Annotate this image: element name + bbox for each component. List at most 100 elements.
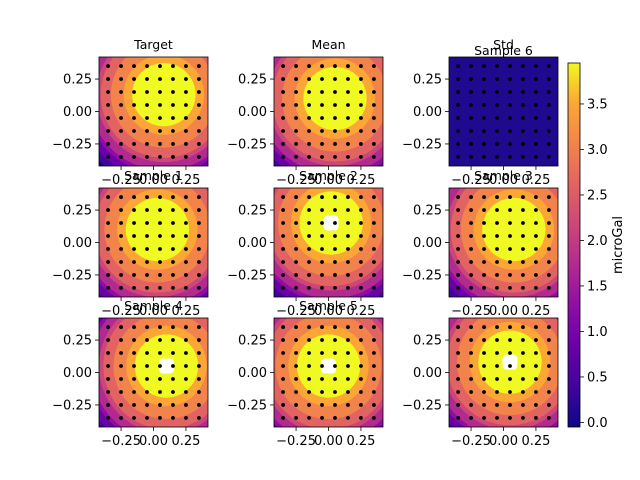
x-tick-label: 0.25 xyxy=(171,304,200,319)
y-tick-label: 0.00 xyxy=(63,366,92,381)
station-point xyxy=(158,103,162,107)
station-point xyxy=(132,286,136,290)
station-point xyxy=(294,221,298,225)
station-point xyxy=(320,221,324,225)
station-point xyxy=(171,325,175,329)
station-point xyxy=(495,377,499,381)
station-point xyxy=(158,416,162,420)
station-point xyxy=(171,416,175,420)
station-point xyxy=(119,195,123,199)
station-point xyxy=(359,364,363,368)
station-point xyxy=(184,64,188,68)
heatmap-std xyxy=(449,57,558,166)
station-point xyxy=(456,129,460,133)
station-point xyxy=(184,403,188,407)
station-point xyxy=(119,64,123,68)
station-point xyxy=(307,142,311,146)
station-point xyxy=(469,103,473,107)
station-point xyxy=(372,129,376,133)
station-point xyxy=(307,377,311,381)
station-point xyxy=(132,77,136,81)
heatmap-sample-2 xyxy=(274,188,383,297)
station-point xyxy=(534,129,538,133)
station-point xyxy=(521,142,525,146)
station-point xyxy=(359,155,363,159)
station-point xyxy=(106,103,110,107)
station-point xyxy=(132,403,136,407)
stations-sample-3 xyxy=(456,195,551,290)
station-point xyxy=(281,416,285,420)
station-point xyxy=(197,221,201,225)
y-tick-label: −0.25 xyxy=(227,268,267,283)
y-tick-label: 0.00 xyxy=(413,236,442,251)
colorbar-tick-label: 2.5 xyxy=(587,188,608,203)
station-point xyxy=(184,260,188,264)
station-point xyxy=(469,208,473,212)
station-point xyxy=(346,116,350,120)
station-point xyxy=(508,338,512,342)
station-point xyxy=(119,155,123,159)
station-point xyxy=(456,234,460,238)
station-point xyxy=(106,351,110,355)
station-point xyxy=(320,116,324,120)
station-point xyxy=(333,390,337,394)
station-point xyxy=(534,260,538,264)
station-point xyxy=(158,90,162,94)
station-point xyxy=(456,273,460,277)
station-point xyxy=(119,142,123,146)
station-point xyxy=(482,364,486,368)
x-tick-label: −0.25 xyxy=(101,434,141,449)
station-point xyxy=(547,129,551,133)
station-point xyxy=(320,273,324,277)
panel-title: Target xyxy=(133,37,173,52)
station-point xyxy=(346,195,350,199)
station-point xyxy=(521,273,525,277)
heatmap-sample-1 xyxy=(99,188,208,297)
station-point xyxy=(372,390,376,394)
station-point xyxy=(281,155,285,159)
station-point xyxy=(294,116,298,120)
station-point xyxy=(197,273,201,277)
station-point xyxy=(534,351,538,355)
station-point xyxy=(132,390,136,394)
station-point xyxy=(547,286,551,290)
station-point xyxy=(456,116,460,120)
station-point xyxy=(482,129,486,133)
station-point xyxy=(119,403,123,407)
station-point xyxy=(158,195,162,199)
station-point xyxy=(132,90,136,94)
colorbar-tick-label: 0.0 xyxy=(587,416,608,431)
station-point xyxy=(534,273,538,277)
station-point xyxy=(197,338,201,342)
station-point xyxy=(171,129,175,133)
station-point xyxy=(456,155,460,159)
station-point xyxy=(495,390,499,394)
station-point xyxy=(534,338,538,342)
station-point xyxy=(171,90,175,94)
station-point xyxy=(171,234,175,238)
station-point xyxy=(320,351,324,355)
station-point xyxy=(106,260,110,264)
station-point xyxy=(359,351,363,355)
station-point xyxy=(346,155,350,159)
x-tick-label: −0.25 xyxy=(451,434,491,449)
x-tick-label: 0.25 xyxy=(346,434,375,449)
station-point xyxy=(521,208,525,212)
station-point xyxy=(320,142,324,146)
station-point xyxy=(333,116,337,120)
panel-title-sample-6: Sample 6 xyxy=(474,43,533,58)
station-point xyxy=(320,390,324,394)
station-point xyxy=(495,325,499,329)
station-point xyxy=(294,155,298,159)
station-point xyxy=(184,208,188,212)
station-point xyxy=(482,77,486,81)
station-point xyxy=(106,273,110,277)
station-point xyxy=(333,351,337,355)
station-point xyxy=(294,260,298,264)
station-point xyxy=(197,234,201,238)
station-point xyxy=(132,103,136,107)
station-point xyxy=(106,208,110,212)
station-point xyxy=(534,103,538,107)
